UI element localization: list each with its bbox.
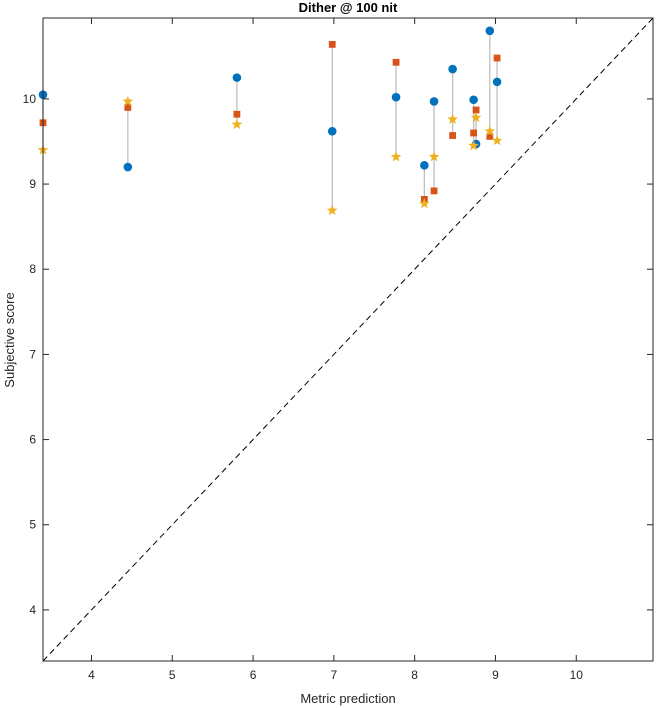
chart-title: Dither @ 100 nit [299, 0, 398, 15]
series-2-point [486, 132, 494, 140]
series-2-point [233, 110, 241, 118]
x-tick-label: 7 [331, 668, 338, 682]
series-1-point [448, 64, 457, 74]
y-tick-label: 7 [29, 347, 36, 361]
x-tick-label: 5 [169, 668, 176, 682]
series-3-point [447, 113, 458, 124]
x-tick-label: 6 [250, 668, 257, 682]
series-3-point [470, 112, 482, 123]
reference-line [42, 17, 654, 662]
axes-box [42, 17, 654, 662]
series-3-point [428, 151, 440, 162]
x-tick-label: 9 [492, 668, 499, 682]
y-tick-label: 10 [23, 92, 37, 106]
series-2-point [392, 58, 400, 66]
y-tick-label: 4 [29, 603, 36, 617]
x-tick-label: 4 [88, 668, 95, 682]
series-1-point [327, 126, 337, 136]
series-3-point [468, 140, 479, 151]
series-1-point [232, 73, 242, 82]
series-2-point [124, 104, 132, 111]
axis-ticks: 4 5 6 7 8 9 10 4 5 6 7 8 9 10 [23, 18, 653, 682]
plot-area [37, 17, 654, 662]
series-2-point [449, 132, 457, 139]
series-3-point [419, 198, 430, 209]
series-1-point [391, 92, 401, 102]
series-1-point [429, 97, 439, 106]
series-3-point [231, 118, 243, 129]
series-2-point [470, 129, 478, 137]
series-1-point [485, 26, 495, 36]
series-3-point [122, 95, 134, 106]
series-1-point [123, 162, 133, 172]
series-1-point [420, 161, 429, 170]
series-2-point [430, 187, 438, 195]
x-tick-label: 10 [570, 668, 584, 682]
y-axis-label: Subjective score [2, 292, 17, 387]
y-tick-label: 5 [29, 518, 36, 532]
y-tick-label: 6 [29, 433, 36, 447]
y-tick-label: 9 [29, 177, 36, 191]
series-2-point [472, 106, 480, 114]
series-2-point [328, 41, 336, 48]
series-3-point [390, 151, 402, 162]
series-1-point [469, 95, 478, 105]
series-2-point [493, 54, 501, 62]
series-3-point [491, 135, 503, 146]
series-3-point [326, 204, 338, 215]
x-axis-label: Metric prediction [300, 691, 395, 706]
x-tick-label: 8 [411, 668, 418, 682]
series-1-point [492, 77, 502, 87]
y-tick-label: 8 [29, 262, 36, 276]
series-3-point [484, 125, 496, 136]
